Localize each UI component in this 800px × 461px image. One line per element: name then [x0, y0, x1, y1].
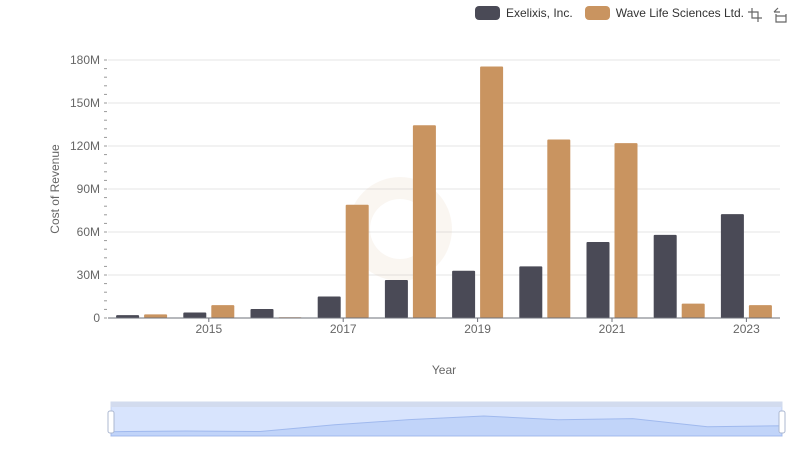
zoom-icon[interactable] — [746, 6, 764, 24]
bar-wave-2017[interactable] — [345, 204, 369, 318]
legend-label-exelixis: Exelixis, Inc. — [506, 6, 573, 20]
legend-item-exelixis[interactable]: Exelixis, Inc. — [475, 6, 573, 20]
x-tick-label: 2023 — [733, 322, 760, 336]
legend-label-wave: Wave Life Sciences Ltd. — [615, 6, 744, 20]
y-tick-label: 0 — [93, 311, 100, 325]
bars — [116, 66, 772, 318]
slider-top-bar[interactable] — [111, 402, 782, 407]
x-tick-label: 2017 — [330, 322, 357, 336]
bar-wave-2022[interactable] — [681, 303, 705, 318]
y-tick-label: 120M — [70, 139, 100, 153]
legend-swatch-wave — [584, 6, 610, 20]
bar-exelixis-2023[interactable] — [720, 214, 744, 318]
bar-exelixis-2021[interactable] — [586, 242, 610, 318]
bar-wave-2015[interactable] — [211, 305, 235, 318]
legend-item-wave[interactable]: Wave Life Sciences Ltd. — [584, 6, 744, 20]
bar-wave-2023[interactable] — [748, 305, 772, 318]
bar-wave-2021[interactable] — [614, 143, 638, 318]
slider-selection[interactable] — [111, 402, 782, 436]
legend-swatch-exelixis — [475, 6, 500, 20]
y-axis-label: Cost of Revenue — [48, 144, 62, 234]
bar-wave-2018[interactable] — [412, 125, 436, 318]
bar-exelixis-2018[interactable] — [384, 280, 408, 318]
y-tick-label: 30M — [77, 268, 100, 282]
x-tick-label: 2015 — [195, 322, 222, 336]
x-tick-label: 2019 — [464, 322, 491, 336]
bar-exelixis-2014[interactable] — [116, 315, 140, 318]
toolbox — [746, 6, 790, 24]
bar-exelixis-2017[interactable] — [317, 296, 341, 319]
axes: 0 30M 60M 90M 120M 150M 180M 2015 2017 2019 2021 20… — [70, 53, 780, 336]
bar-wave-2019[interactable] — [480, 66, 504, 318]
slider-handle-right[interactable] — [778, 410, 786, 434]
bar-exelixis-2020[interactable] — [519, 266, 543, 318]
data-zoom-slider[interactable] — [107, 401, 786, 437]
bar-wave-2020[interactable] — [547, 139, 571, 318]
bar-wave-2014[interactable] — [144, 314, 168, 318]
x-tick-label: 2021 — [599, 322, 626, 336]
y-tick-label: 180M — [70, 53, 100, 67]
x-axis-label: Year — [432, 363, 456, 377]
bar-exelixis-2019[interactable] — [452, 270, 476, 318]
bar-exelixis-2016[interactable] — [250, 308, 274, 318]
slider-handle-left[interactable] — [107, 410, 115, 434]
legend: Exelixis, Inc. Wave Life Sciences Ltd. — [475, 4, 744, 22]
restore-icon[interactable] — [772, 6, 790, 24]
bar-exelixis-2022[interactable] — [653, 234, 677, 318]
y-tick-label: 90M — [77, 182, 100, 196]
bar-exelixis-2015[interactable] — [183, 312, 207, 318]
y-tick-label: 60M — [77, 225, 100, 239]
y-tick-label: 150M — [70, 96, 100, 110]
